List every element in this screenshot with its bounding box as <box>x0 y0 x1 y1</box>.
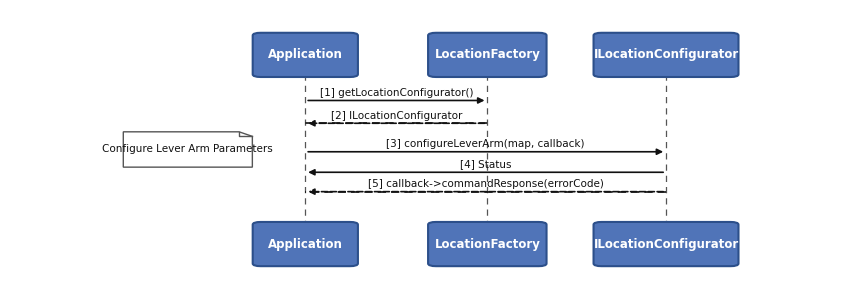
Polygon shape <box>123 132 252 167</box>
Text: Application: Application <box>268 48 342 61</box>
FancyBboxPatch shape <box>252 33 357 77</box>
Text: [2] ILocationConfigurator: [2] ILocationConfigurator <box>330 110 461 120</box>
FancyBboxPatch shape <box>593 33 738 77</box>
Text: [1] getLocationConfigurator(): [1] getLocationConfigurator() <box>319 88 473 98</box>
FancyBboxPatch shape <box>427 33 546 77</box>
Text: [5] callback->commandResponse(errorCode): [5] callback->commandResponse(errorCode) <box>368 179 603 189</box>
FancyBboxPatch shape <box>593 222 738 266</box>
Text: Configure Lever Arm Parameters: Configure Lever Arm Parameters <box>102 144 273 155</box>
Text: ILocationConfigurator: ILocationConfigurator <box>593 48 738 61</box>
Text: LocationFactory: LocationFactory <box>434 48 540 61</box>
Text: Application: Application <box>268 238 342 251</box>
FancyBboxPatch shape <box>427 222 546 266</box>
FancyBboxPatch shape <box>252 222 357 266</box>
Text: [4] Status: [4] Status <box>460 160 511 170</box>
Text: ILocationConfigurator: ILocationConfigurator <box>593 238 738 251</box>
Text: [3] configureLeverArm(map, callback): [3] configureLeverArm(map, callback) <box>386 139 584 149</box>
Text: LocationFactory: LocationFactory <box>434 238 540 251</box>
